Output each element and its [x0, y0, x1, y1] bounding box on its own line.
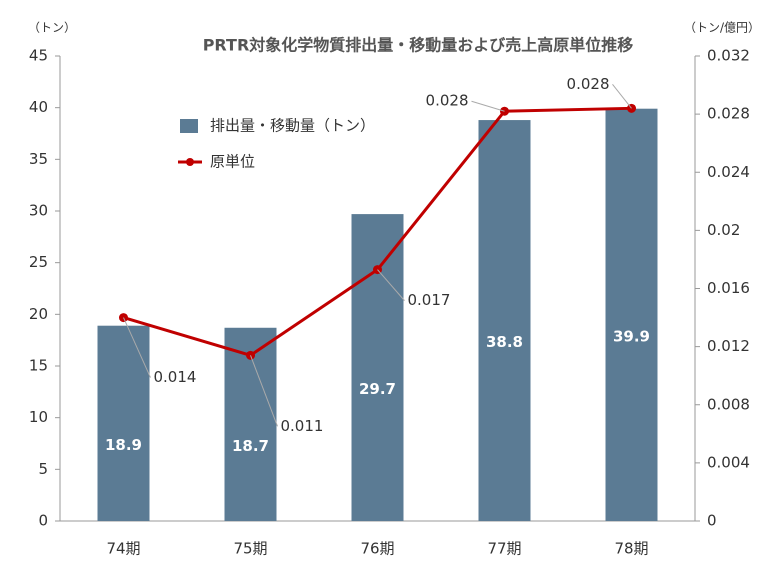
leader-line: [471, 100, 505, 112]
y-tick-label: 40: [29, 98, 48, 116]
y-tick-label: 0: [38, 512, 48, 530]
bar: [224, 327, 277, 521]
line-value-label: 0.011: [281, 417, 324, 435]
y2-tick-label: 0.004: [707, 453, 750, 471]
bar-value-label: 18.9: [105, 436, 142, 454]
chart-title: PRTR対象化学物質排出量・移動量および売上高原単位推移: [203, 36, 634, 55]
bar-value-label: 29.7: [359, 380, 396, 398]
legend-swatch: [186, 158, 194, 166]
bar-value-label: 39.9: [613, 327, 650, 345]
x-tick-label: 75期: [233, 540, 267, 558]
y-tick-label: 10: [29, 408, 48, 426]
y2-tick-label: 0.032: [707, 47, 750, 65]
x-tick-label: 77期: [487, 540, 521, 558]
y2-axis-unit: （トン/億円）: [684, 21, 760, 35]
y2-tick-label: 0.02: [707, 221, 740, 239]
bar: [478, 120, 531, 522]
x-tick-label: 76期: [360, 540, 394, 558]
bar: [97, 325, 150, 521]
bar-value-label: 18.7: [232, 437, 269, 455]
y2-tick-label: 0.028: [707, 105, 750, 123]
y-tick-label: 35: [29, 150, 48, 168]
y2-tick-label: 0: [707, 512, 717, 530]
line-value-label: 0.017: [408, 291, 451, 309]
y2-tick-label: 0.012: [707, 337, 750, 355]
y-tick-label: 20: [29, 305, 48, 323]
leader-line: [250, 355, 278, 427]
legend-swatch: [180, 119, 198, 133]
y2-tick-label: 0.024: [707, 163, 750, 181]
line-value-label: 0.028: [567, 75, 610, 93]
y2-tick-label: 0.016: [707, 279, 750, 297]
legend-label: 原単位: [210, 153, 255, 171]
y-tick-label: 25: [29, 253, 48, 271]
legend-label: 排出量・移動量（トン）: [210, 117, 375, 135]
y-tick-label: 15: [29, 357, 48, 375]
bar: [605, 108, 658, 521]
y2-tick-label: 0.008: [707, 395, 750, 413]
y-axis-unit: （トン）: [28, 21, 76, 35]
line-value-label: 0.028: [426, 92, 469, 110]
leader-line: [377, 269, 405, 301]
x-tick-label: 74期: [106, 540, 140, 558]
bar: [351, 214, 404, 521]
y-tick-label: 30: [29, 202, 48, 220]
bar-value-label: 38.8: [486, 333, 523, 351]
x-tick-label: 78期: [614, 540, 648, 558]
y-tick-label: 45: [29, 47, 48, 65]
y-tick-label: 5: [38, 460, 48, 478]
line-value-label: 0.014: [154, 368, 197, 386]
leader-line: [123, 317, 151, 378]
leader-line: [612, 84, 632, 109]
